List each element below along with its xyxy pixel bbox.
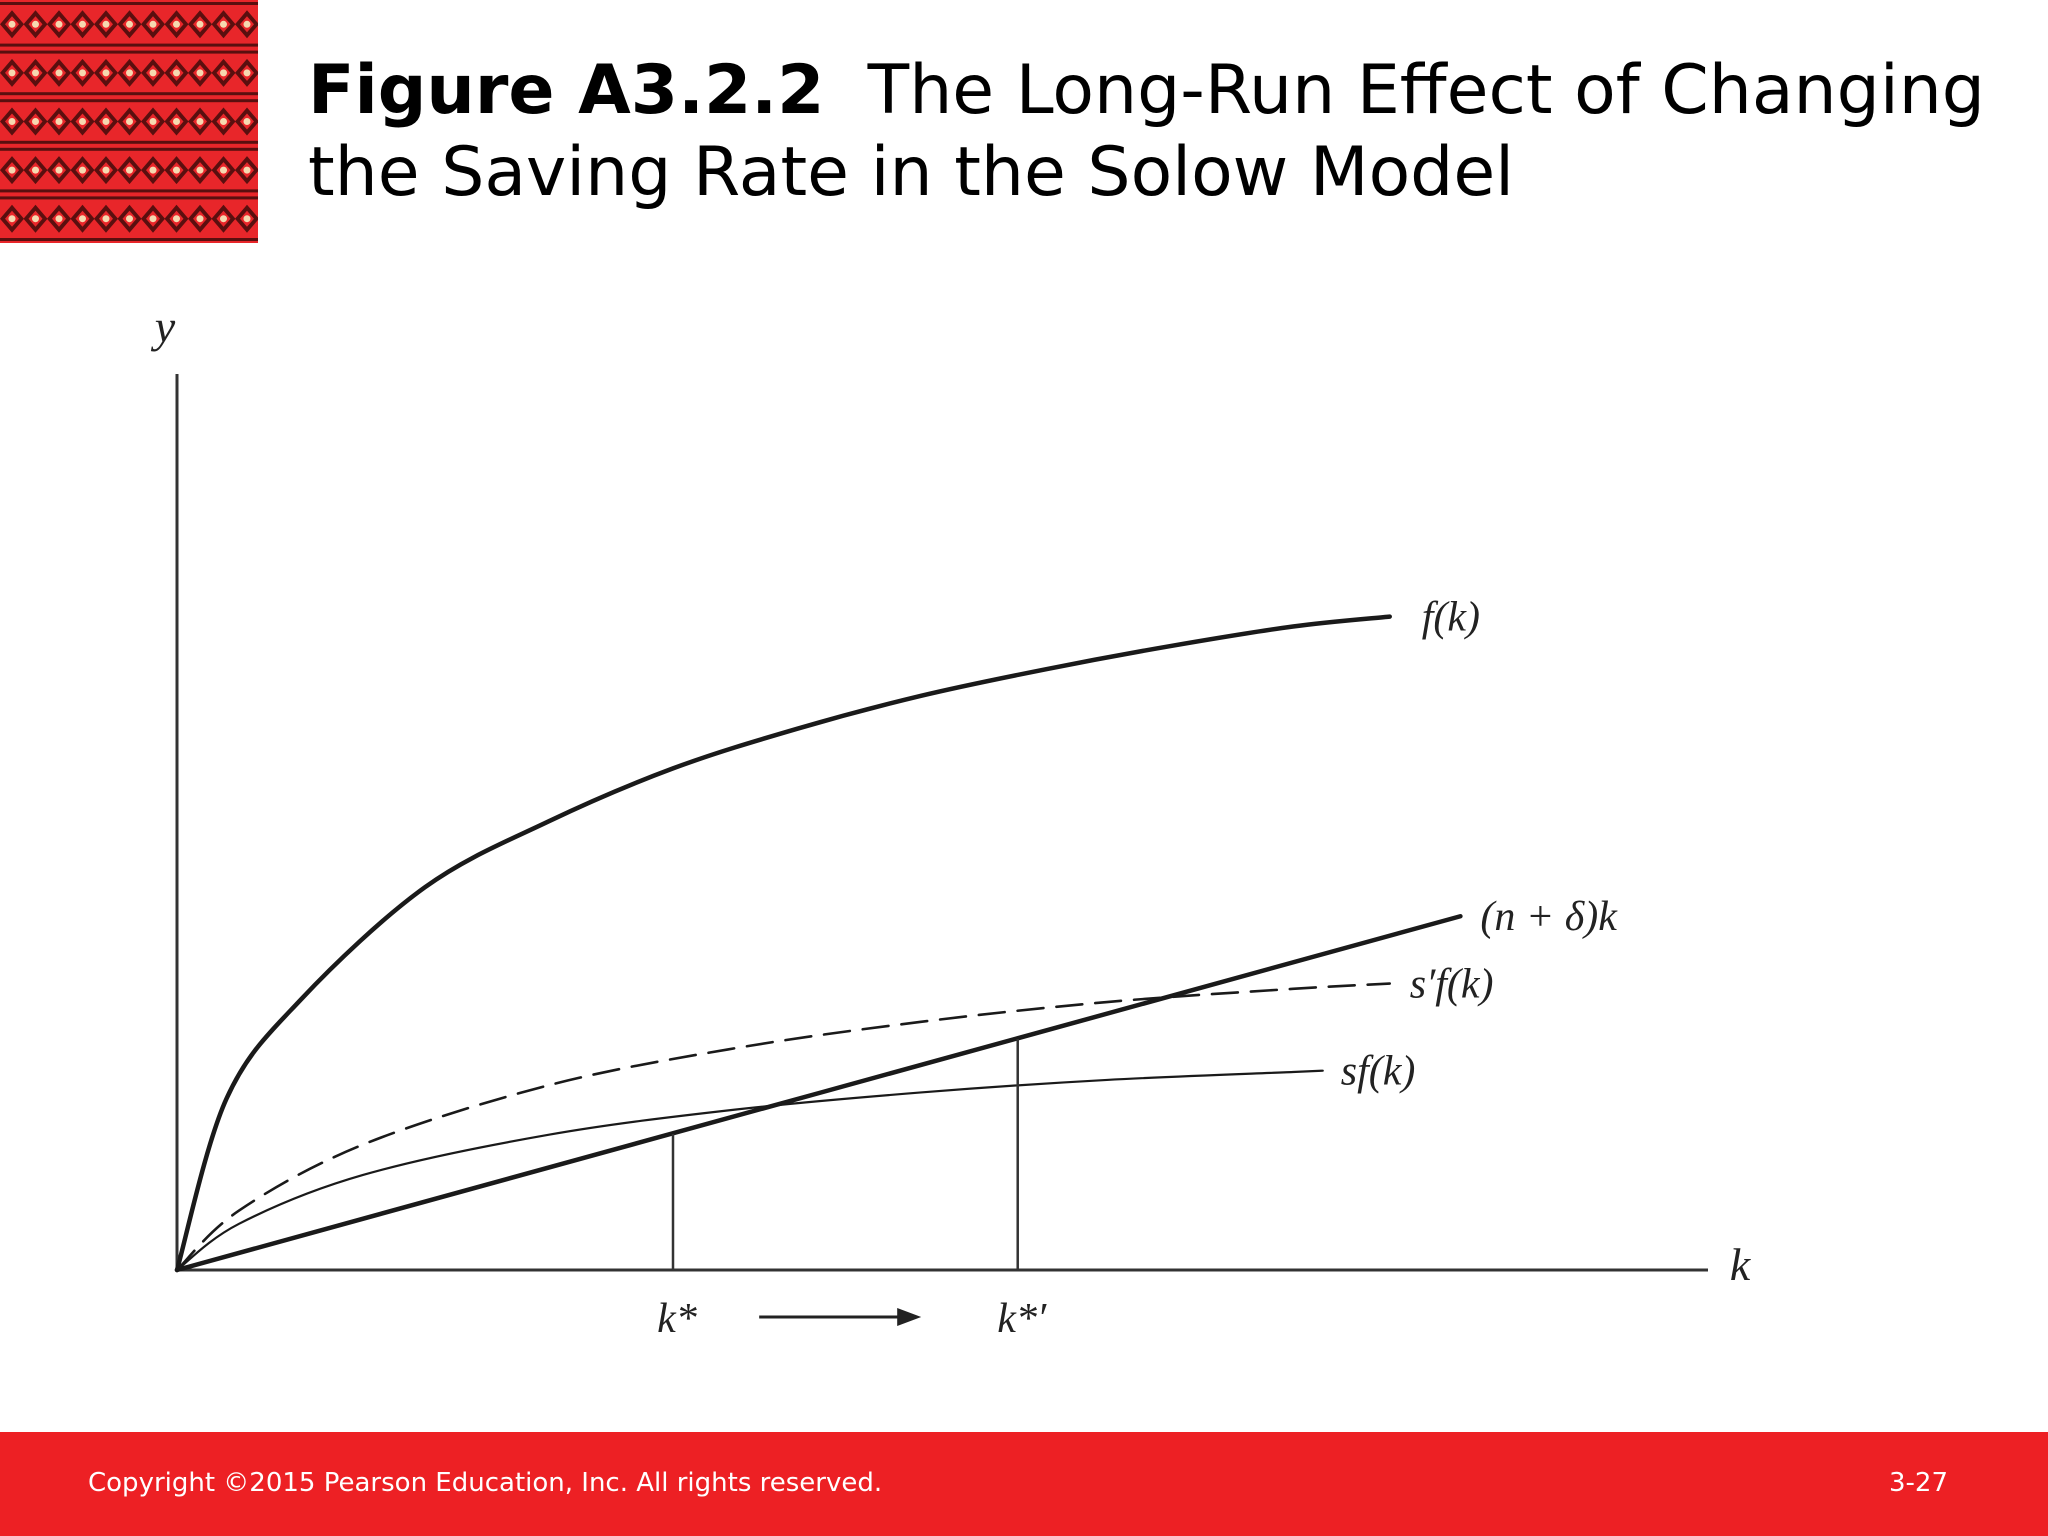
series-line-4	[175, 1069, 1324, 1272]
solow-model-chart: y k f(k) (n + δ)k s′f(k) sf(k) k* k*′	[151, 301, 1752, 1342]
shift-arrow-head	[897, 1308, 922, 1326]
page-number: 3-27	[1888, 1468, 1948, 1498]
series-label-4: sf(k)	[1341, 1049, 1416, 1095]
figure-number: Figure A3.2.2	[308, 51, 825, 130]
figure-title-text: The Long-Run Effect of Changing the Savi…	[308, 51, 1985, 212]
copyright-text: Copyright ©2015 Pearson Education, Inc. …	[88, 1468, 883, 1498]
series-label-1: f(k)	[1422, 595, 1480, 641]
footer-bar: Copyright ©2015 Pearson Education, Inc. …	[0, 1432, 2048, 1536]
y-axis-label: y	[151, 301, 176, 352]
steady-state-label-2: k*′	[997, 1296, 1047, 1342]
decorative-pattern-icon	[0, 0, 258, 243]
slide-title: Figure A3.2.2 The Long-Run Effect of Cha…	[308, 50, 2008, 214]
series-line-2	[174, 913, 1463, 1273]
series-label-2: (n + δ)k	[1480, 894, 1618, 940]
x-axis-label: k	[1730, 1239, 1752, 1290]
steady-state-label-1: k*	[657, 1296, 697, 1342]
series-label-3: s′f(k)	[1410, 962, 1494, 1008]
series-line-1	[174, 614, 1392, 1273]
series-line-3	[175, 982, 1392, 1272]
